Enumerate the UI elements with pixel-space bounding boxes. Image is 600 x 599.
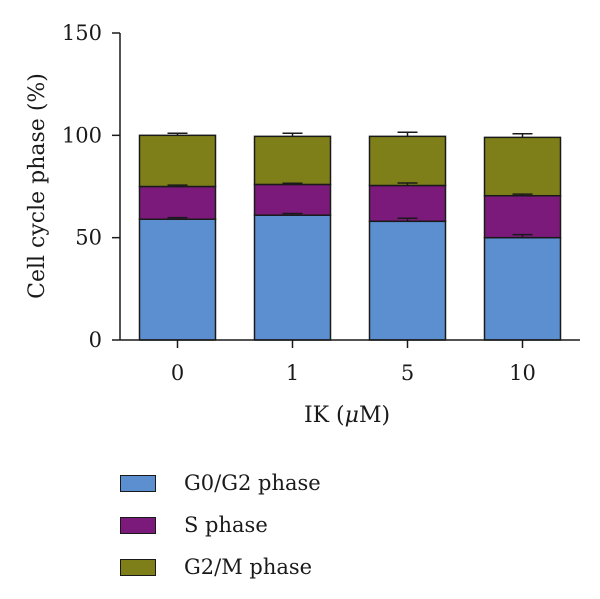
- x-tick-label: 5: [401, 361, 414, 385]
- bar-segment: [483, 136, 562, 197]
- bars: [138, 131, 562, 341]
- y-axis-title: Cell cycle phase (%): [25, 73, 50, 299]
- x-axis-title: IK (μM): [304, 403, 390, 428]
- bar-segment: [138, 185, 217, 220]
- legend-label-g2m: G2/M phase: [184, 555, 313, 579]
- bar-segment: [253, 214, 332, 341]
- x-axis: 0 1 5 10: [120, 339, 580, 385]
- bar-segment: [253, 183, 332, 216]
- x-axis-title-start: IK (: [304, 403, 345, 428]
- y-tick-label: 50: [75, 226, 102, 250]
- legend-item-g2m: G2/M phase: [120, 546, 321, 588]
- legend: G0/G2 phase S phase G2/M phase: [120, 462, 321, 588]
- bar-segment: [368, 220, 447, 341]
- y-tick-label: 100: [62, 123, 102, 147]
- y-tick-label: 150: [62, 21, 102, 45]
- legend-swatch-g2m: [120, 558, 156, 576]
- x-tick-label: 10: [509, 361, 536, 385]
- legend-label-s: S phase: [184, 513, 268, 537]
- legend-item-s: S phase: [120, 504, 321, 546]
- bar-segment: [368, 184, 447, 223]
- legend-label-g0g2: G0/G2 phase: [184, 471, 321, 495]
- x-axis-title-end: M): [359, 403, 390, 428]
- x-axis-title-mu: μ: [345, 403, 359, 428]
- x-tick-label: 0: [171, 361, 184, 385]
- bar-segment: [138, 134, 217, 188]
- bar-segment: [138, 218, 217, 341]
- x-tick-label: 1: [286, 361, 299, 385]
- y-axis: 0 50 100 150: [62, 21, 121, 352]
- legend-swatch-s: [120, 516, 156, 534]
- bar-segment: [368, 135, 447, 187]
- legend-item-g0g2: G0/G2 phase: [120, 462, 321, 504]
- bar-segment: [483, 194, 562, 239]
- bar-segment: [253, 135, 332, 186]
- y-tick-label: 0: [89, 328, 102, 352]
- legend-swatch-g0g2: [120, 474, 156, 492]
- bar-segment: [483, 236, 562, 341]
